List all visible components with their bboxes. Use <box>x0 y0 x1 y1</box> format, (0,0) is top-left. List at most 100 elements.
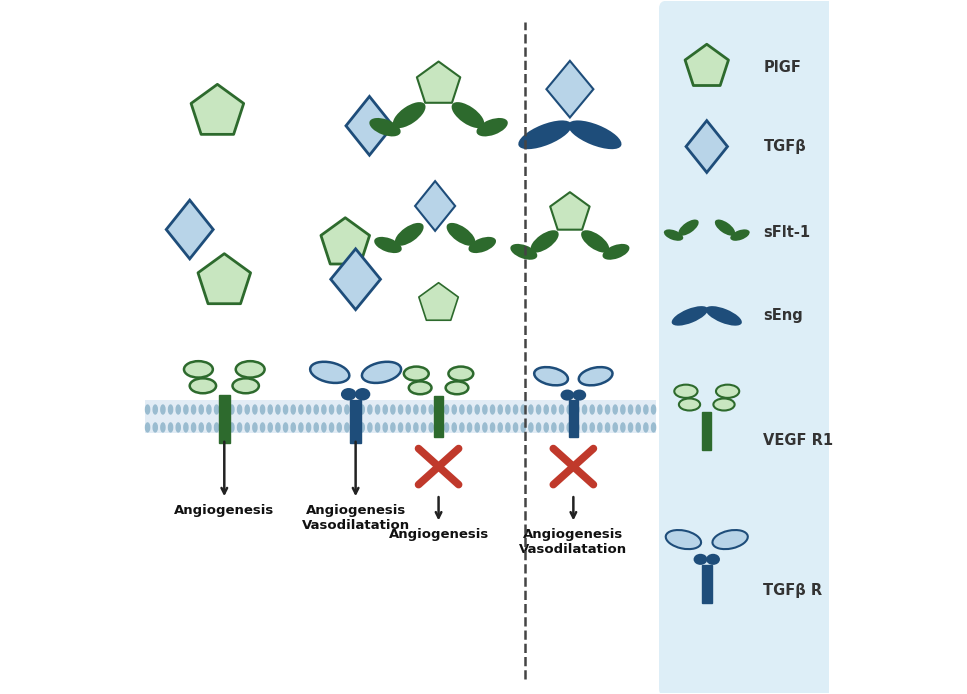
Ellipse shape <box>574 405 579 414</box>
Ellipse shape <box>629 423 632 432</box>
Ellipse shape <box>581 230 609 253</box>
Ellipse shape <box>644 405 648 414</box>
Ellipse shape <box>291 423 295 432</box>
Ellipse shape <box>330 405 334 414</box>
Ellipse shape <box>191 405 195 414</box>
Ellipse shape <box>513 405 517 414</box>
Ellipse shape <box>636 405 640 414</box>
Ellipse shape <box>629 405 632 414</box>
Ellipse shape <box>268 423 273 432</box>
Text: Angiogenesis: Angiogenesis <box>389 528 488 541</box>
Ellipse shape <box>490 405 495 414</box>
Ellipse shape <box>716 384 739 398</box>
Ellipse shape <box>369 118 400 137</box>
Ellipse shape <box>283 423 287 432</box>
Ellipse shape <box>679 398 700 411</box>
Ellipse shape <box>337 405 341 414</box>
Ellipse shape <box>665 530 701 549</box>
Ellipse shape <box>215 423 219 432</box>
Ellipse shape <box>374 237 401 253</box>
Ellipse shape <box>621 405 625 414</box>
Ellipse shape <box>475 405 480 414</box>
Polygon shape <box>417 62 460 103</box>
Ellipse shape <box>560 423 564 432</box>
Ellipse shape <box>168 405 173 414</box>
Polygon shape <box>419 282 458 320</box>
Ellipse shape <box>184 405 188 414</box>
Ellipse shape <box>613 405 617 414</box>
Ellipse shape <box>246 405 249 414</box>
Text: Angiogenesis: Angiogenesis <box>174 504 275 517</box>
Ellipse shape <box>191 423 195 432</box>
Ellipse shape <box>409 382 431 394</box>
Ellipse shape <box>345 405 349 414</box>
Ellipse shape <box>529 423 533 432</box>
Ellipse shape <box>307 423 310 432</box>
Ellipse shape <box>498 423 502 432</box>
Ellipse shape <box>398 423 402 432</box>
Ellipse shape <box>375 405 380 414</box>
Text: Angiogenesis
Vasodilatation: Angiogenesis Vasodilatation <box>519 528 628 556</box>
Ellipse shape <box>605 405 609 414</box>
Ellipse shape <box>445 423 449 432</box>
Text: PlGF: PlGF <box>763 60 802 74</box>
Text: sFlt-1: sFlt-1 <box>763 226 810 240</box>
Ellipse shape <box>199 423 203 432</box>
Ellipse shape <box>391 423 395 432</box>
Ellipse shape <box>590 405 595 414</box>
Ellipse shape <box>562 391 572 399</box>
Ellipse shape <box>437 405 441 414</box>
Ellipse shape <box>531 230 559 253</box>
Ellipse shape <box>391 405 395 414</box>
Ellipse shape <box>342 389 355 399</box>
Ellipse shape <box>322 405 326 414</box>
Ellipse shape <box>713 530 747 549</box>
Ellipse shape <box>498 405 502 414</box>
Ellipse shape <box>268 405 273 414</box>
FancyBboxPatch shape <box>659 1 839 694</box>
Ellipse shape <box>190 378 216 393</box>
Ellipse shape <box>574 423 579 432</box>
Ellipse shape <box>475 423 480 432</box>
Ellipse shape <box>582 405 587 414</box>
Ellipse shape <box>330 423 334 432</box>
Ellipse shape <box>445 405 449 414</box>
Ellipse shape <box>404 366 428 381</box>
Bar <box>350 400 361 443</box>
Ellipse shape <box>511 244 538 260</box>
Bar <box>702 412 711 450</box>
Ellipse shape <box>537 405 541 414</box>
Ellipse shape <box>518 121 571 149</box>
Ellipse shape <box>429 423 433 432</box>
Ellipse shape <box>679 219 699 236</box>
Ellipse shape <box>437 423 441 432</box>
Ellipse shape <box>367 405 372 414</box>
Ellipse shape <box>567 405 571 414</box>
Polygon shape <box>546 61 594 117</box>
Ellipse shape <box>414 423 418 432</box>
Ellipse shape <box>452 102 484 128</box>
Ellipse shape <box>579 367 612 385</box>
Ellipse shape <box>598 423 601 432</box>
Ellipse shape <box>353 423 357 432</box>
Ellipse shape <box>176 405 180 414</box>
Ellipse shape <box>291 405 295 414</box>
Ellipse shape <box>534 367 568 385</box>
Ellipse shape <box>238 405 242 414</box>
Ellipse shape <box>674 384 697 398</box>
Ellipse shape <box>613 423 617 432</box>
Ellipse shape <box>521 405 525 414</box>
Ellipse shape <box>652 423 656 432</box>
Ellipse shape <box>367 423 372 432</box>
Ellipse shape <box>222 423 226 432</box>
Ellipse shape <box>490 423 495 432</box>
Ellipse shape <box>422 405 425 414</box>
Ellipse shape <box>467 405 472 414</box>
Text: TGFβ R: TGFβ R <box>763 583 823 598</box>
Ellipse shape <box>652 405 656 414</box>
Bar <box>145 400 657 433</box>
Ellipse shape <box>383 423 388 432</box>
Ellipse shape <box>276 423 280 432</box>
Ellipse shape <box>730 230 749 241</box>
Ellipse shape <box>483 423 487 432</box>
